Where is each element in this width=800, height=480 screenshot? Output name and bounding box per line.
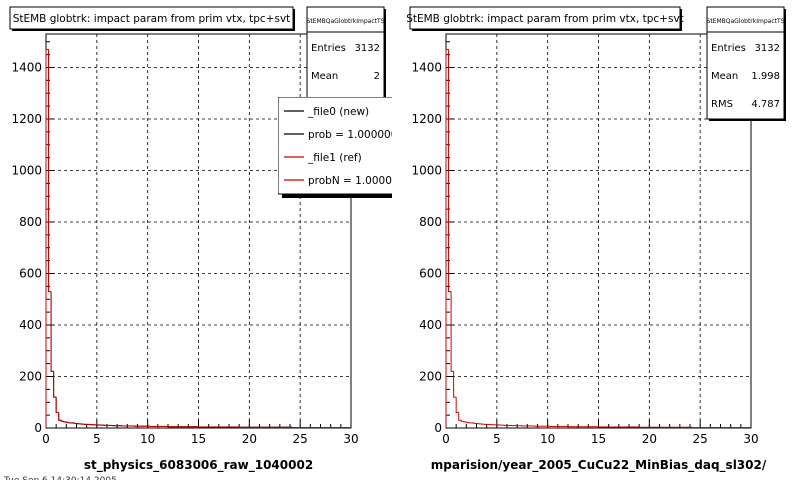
x-tick-label: 10 xyxy=(540,432,555,446)
histogram-bin xyxy=(55,397,59,414)
series-0 xyxy=(445,48,751,428)
y-tick-label: 1400 xyxy=(411,60,442,74)
x-tick-label: 25 xyxy=(293,432,308,446)
histogram-bin xyxy=(458,412,462,421)
legend: _file0 (new) prob = 1.000000 _file1 (ref) p… xyxy=(278,97,405,198)
x-axis-label: st_physics_6083006_raw_1040002 xyxy=(84,458,313,473)
histogram-bin xyxy=(463,421,467,423)
histogram-bin xyxy=(65,421,69,423)
stats-key: Mean xyxy=(711,71,738,82)
y-tick-label: 200 xyxy=(419,369,442,383)
x-tick-label: 5 xyxy=(493,432,501,446)
y-tick-label: 200 xyxy=(19,369,42,383)
chart-panel-1: 0 5 10 15 20 25 30 0 200 400 600 800 1000 1200 1400 st_… xyxy=(9,6,405,473)
stats-name: StEMBQaGlobtrkImpactTS xyxy=(307,18,385,25)
legend-label: prob = 1.000000 xyxy=(308,129,397,141)
stats-box xyxy=(706,6,785,120)
title-box xyxy=(409,6,681,30)
histogram-bin xyxy=(450,291,454,372)
chart-title: StEMB globtrk: impact param from prim vt… xyxy=(13,13,291,25)
y-tick-label: 0 xyxy=(34,421,42,435)
histogram-bin xyxy=(468,422,472,424)
x-tick-label: 30 xyxy=(743,432,758,446)
y-tick-label: 1200 xyxy=(11,112,42,126)
stats-key: RMS xyxy=(711,99,733,110)
y-tick-label: 1400 xyxy=(11,60,42,74)
stats-key: Mean xyxy=(311,71,338,82)
chart-panel-2: 0 5 10 15 20 25 30 0 200 400 600 800 1000 1200 1400 mpa… xyxy=(406,6,786,473)
stats-value: 2 xyxy=(374,71,380,82)
y-tick-label: 1000 xyxy=(11,163,42,177)
histogram-bin xyxy=(460,420,464,422)
x-tick-label: 10 xyxy=(140,432,155,446)
histogram-bin xyxy=(68,422,72,424)
y-tick-label: 1200 xyxy=(411,112,442,126)
canvas-footer: Tue Sep 6 14:30:14 2005 xyxy=(3,476,117,480)
y-tick-label: 800 xyxy=(419,215,442,229)
histogram-bin xyxy=(448,49,452,293)
histogram-bin xyxy=(445,48,449,428)
histogram-bin xyxy=(465,421,469,423)
y-tick-label: 600 xyxy=(19,266,42,280)
y-tick-label: 0 xyxy=(434,421,442,435)
histogram-bin xyxy=(45,48,49,428)
x-tick-label: 0 xyxy=(442,432,450,446)
histogram-bin xyxy=(58,412,62,421)
x-tick-label: 5 xyxy=(93,432,101,446)
x-axis-label: mparision/year_2005_CuCu22_MinBias_daq_s… xyxy=(431,458,767,473)
histogram-bin xyxy=(53,371,57,398)
x-tick-label: 20 xyxy=(642,432,657,446)
chart-title: StEMB globtrk: impact param from prim vt… xyxy=(406,13,684,25)
stats-key: Entries xyxy=(311,43,346,54)
title-box xyxy=(9,6,294,30)
y-tick-label: 800 xyxy=(19,215,42,229)
plot-frame xyxy=(445,33,752,429)
plot-frame xyxy=(45,33,352,429)
y-tick-label: 600 xyxy=(419,266,442,280)
stats-value: 1.998 xyxy=(751,71,780,82)
stats-key: Entries xyxy=(711,43,746,54)
x-tick-label: 0 xyxy=(42,432,50,446)
y-tick-label: 1000 xyxy=(411,163,442,177)
legend-box xyxy=(278,97,392,195)
y-tick-label: 400 xyxy=(419,318,442,332)
legend-label: _file1 (ref) xyxy=(307,152,362,164)
histogram-bin xyxy=(453,371,457,398)
histogram-bin xyxy=(48,49,52,293)
x-tick-label: 15 xyxy=(591,432,606,446)
histogram-bin xyxy=(473,422,477,424)
x-tick-label: 30 xyxy=(343,432,358,446)
x-tick-label: 20 xyxy=(242,432,257,446)
histogram-bin xyxy=(63,421,67,423)
stats-value: 3132 xyxy=(755,43,780,54)
stats-value: 3132 xyxy=(355,43,380,54)
x-tick-label: 15 xyxy=(191,432,206,446)
y-tick-label: 400 xyxy=(19,318,42,332)
x-tick-label: 25 xyxy=(693,432,708,446)
legend-label: probN = 1.000000 xyxy=(308,175,405,187)
stats-name: StEMBQaGlobtrkImpactTS xyxy=(707,18,785,25)
histogram-bin xyxy=(455,397,459,414)
series-1 xyxy=(45,48,351,428)
legend-label: _file0 (new) xyxy=(307,106,369,118)
histogram-bin xyxy=(73,422,77,424)
histogram-bin xyxy=(50,291,54,372)
histogram-bin xyxy=(60,420,64,422)
stats-value: 4.787 xyxy=(751,99,780,110)
